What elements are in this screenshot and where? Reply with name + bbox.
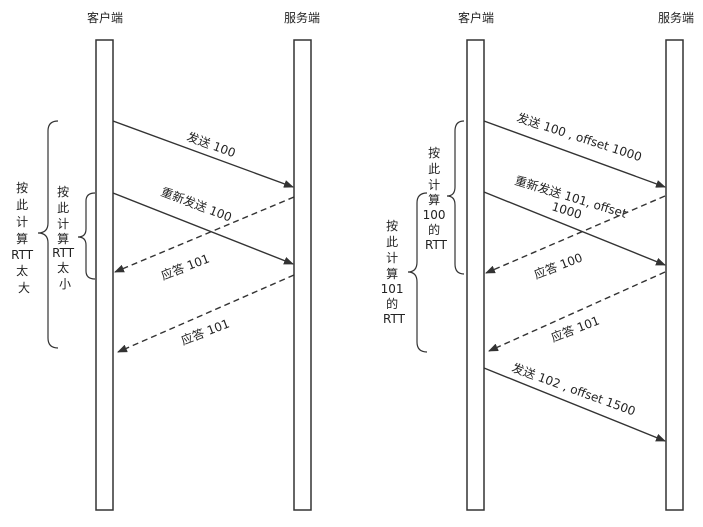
right-resend-101-arrow <box>483 191 666 266</box>
left-inner-brace-label: 按 此 计 算 RTT 太 小 <box>52 185 78 291</box>
right-client-header: 客户端 <box>458 10 494 25</box>
left-client-header: 客户端 <box>87 10 123 25</box>
left-ack-101-b-label: 应答 101 <box>179 316 232 348</box>
left-inner-brace <box>77 192 96 280</box>
left-send-100-arrow <box>112 120 294 188</box>
right-lower-label-l2: 此 <box>386 235 398 249</box>
right-lower-label-l5: 101 <box>381 282 404 296</box>
right-upper-label-l2: 此 <box>428 162 440 176</box>
right-ack-100-label: 应答 100 <box>532 250 585 282</box>
left-outer-label-l5: RTT <box>11 248 34 262</box>
left-resend-100-label: 重新发送 100 <box>159 184 234 225</box>
right-client-lifeline <box>466 39 485 511</box>
right-lower-brace <box>407 192 428 353</box>
right-upper-label-l7: RTT <box>425 238 448 252</box>
right-ack-100-arrow <box>485 195 666 274</box>
right-lower-brace-label: 按 此 计 算 101 的 RTT <box>381 219 408 326</box>
right-lower-label-l3: 计 <box>386 251 398 265</box>
left-outer-label-l2: 此 <box>16 198 28 212</box>
left-outer-brace-label: 按 此 计 算 RTT 太 大 <box>11 181 37 295</box>
right-lower-label-l4: 算 <box>386 266 398 281</box>
right-server-lifeline <box>665 39 684 511</box>
left-outer-brace <box>37 120 59 349</box>
left-ack-101-b-arrow <box>117 274 295 353</box>
left-inner-label-l5: RTT <box>52 246 75 260</box>
left-resend-100-arrow <box>112 192 294 265</box>
right-upper-label-l4: 算 <box>428 192 440 207</box>
left-server-header: 服务端 <box>284 10 320 25</box>
right-send-102-arrow <box>483 367 666 442</box>
left-inner-label-l2: 此 <box>57 201 69 215</box>
left-inner-label-l4: 算 <box>57 231 69 246</box>
right-lower-label-l6: 的 <box>386 296 398 311</box>
left-ack-101-a-label: 应答 101 <box>159 251 212 283</box>
left-inner-label-l7: 小 <box>59 277 71 291</box>
left-outer-label-l6: 太 <box>16 263 28 278</box>
left-client-lifeline <box>95 39 114 511</box>
left-outer-label-l1: 按 <box>16 181 28 195</box>
right-upper-brace <box>446 120 465 275</box>
right-upper-label-l6: 的 <box>428 222 440 237</box>
right-lower-label-l7: RTT <box>383 312 406 326</box>
right-ack-101-label: 应答 101 <box>549 313 602 345</box>
left-outer-label-l7: 大 <box>18 281 30 295</box>
right-upper-label-l3: 计 <box>428 178 440 192</box>
left-inner-label-l6: 太 <box>57 260 69 275</box>
right-server-header: 服务端 <box>658 10 694 25</box>
left-server-lifeline <box>293 39 312 511</box>
right-upper-label-l5: 100 <box>423 208 446 222</box>
left-outer-label-l3: 计 <box>16 215 28 229</box>
left-send-100-label: 发送 100 <box>185 129 238 160</box>
right-lower-label-l1: 按 <box>386 219 398 233</box>
left-ack-101-a-arrow <box>114 196 295 273</box>
right-send-102-label: 发送 102 , offset 1500 <box>510 360 638 419</box>
right-upper-brace-label: 按 此 计 算 100 的 RTT <box>423 146 450 252</box>
right-send-100-arrow <box>483 120 666 188</box>
left-inner-label-l3: 计 <box>57 217 69 231</box>
left-inner-label-l1: 按 <box>57 185 69 199</box>
right-ack-101-arrow <box>488 271 666 352</box>
left-outer-label-l4: 算 <box>16 231 28 246</box>
right-upper-label-l1: 按 <box>428 146 440 160</box>
